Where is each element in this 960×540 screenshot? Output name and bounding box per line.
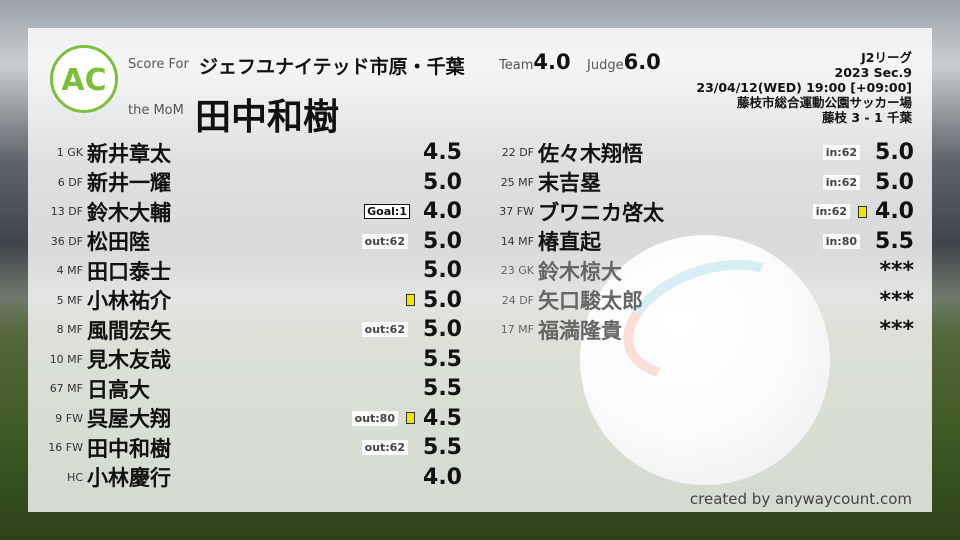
player-number-position: 13 DF (50, 205, 83, 218)
match-info: J2リーグ 2023 Sec.9 23/04/12(WED) 19:00 [+09:… (696, 50, 912, 125)
player-row: 9 FW 呉屋大翔 out:80 4.5 (28, 404, 462, 433)
player-row: HC 小林慶行 4.0 (28, 463, 462, 492)
player-score: 5.0 (423, 287, 462, 313)
player-score: 5.5 (423, 376, 462, 401)
player-row: 67 MF 日高大 5.5 (28, 374, 462, 403)
player-row: 24 DF 矢口駿太郎 *** (492, 286, 914, 315)
player-row: 13 DF 鈴木大輔 Goal:1 4.0 (28, 197, 462, 226)
player-score: 4.5 (423, 140, 462, 165)
sub-tag: out:62 (361, 440, 408, 455)
player-row: 25 MF 末吉塁 in:62 5.0 (492, 168, 914, 197)
player-row: 22 DF 佐々木翔悟 in:62 5.0 (492, 138, 914, 167)
player-score: 4.0 (875, 199, 914, 224)
mom-name: 田中和樹 (195, 97, 340, 138)
player-row: 10 MF 見木友哉 5.5 (28, 345, 462, 374)
goal-badge: Goal:1 (364, 204, 410, 219)
team-score: Team4.0 (499, 50, 571, 74)
anywaycount-logo: AC (50, 45, 118, 113)
player-name: 呉屋大翔 (87, 407, 171, 431)
player-number-position: 24 DF (501, 293, 534, 307)
judge-score: Judge6.0 (587, 50, 661, 74)
player-row: 36 DF 松田陸 out:62 5.0 (28, 227, 462, 256)
yellow-card-icon (406, 412, 415, 424)
score-for-label: Score For (128, 57, 189, 72)
player-score: 5.0 (423, 228, 462, 254)
player-score: 5.0 (423, 258, 462, 283)
player-row: 4 MF 田口泰士 5.0 (28, 256, 462, 285)
player-score: 5.5 (423, 346, 462, 372)
player-name: ブワニカ啓太 (538, 200, 664, 225)
yellow-card-icon (858, 205, 867, 218)
player-name: 矢口駿太郎 (538, 289, 643, 313)
sub-tag: in:62 (812, 204, 850, 219)
player-name: 椿直起 (538, 230, 601, 254)
player-name: 小林祐介 (87, 289, 171, 313)
player-number-position: 67 MF (49, 382, 83, 395)
rating-panel (28, 28, 932, 512)
sub-tag: in:62 (822, 145, 860, 160)
player-name: 風間宏矢 (87, 318, 171, 343)
player-row: 17 MF 福満隆貴 *** (492, 315, 914, 344)
team-name: ジェフユナイテッド市原・千葉 (199, 56, 465, 78)
sub-tag: in:80 (822, 233, 860, 249)
yellow-card-icon (406, 294, 415, 306)
sub-tag: out:62 (361, 233, 408, 249)
player-number-position: 8 MF (56, 323, 83, 336)
player-row: 8 MF 風間宏矢 out:62 5.0 (28, 315, 462, 344)
player-row: 6 DF 新井一耀 5.0 (28, 168, 462, 197)
player-number-position: 16 FW (48, 441, 83, 454)
player-name: 新井章太 (87, 141, 171, 166)
player-row: 14 MF 椿直起 in:80 5.5 (492, 227, 914, 256)
player-score: *** (879, 287, 914, 313)
player-row: 23 GK 鈴木椋大 *** (492, 256, 914, 285)
player-row: 37 FW ブワニカ啓太 in:62 4.0 (492, 197, 914, 226)
player-score: 4.0 (423, 464, 462, 490)
player-number-position: 10 MF (49, 352, 83, 366)
player-number-position: 25 MF (500, 175, 534, 189)
player-number-position: 9 FW (55, 411, 83, 425)
player-name: 福満隆貴 (538, 318, 622, 343)
player-name: 小林慶行 (87, 466, 171, 490)
player-number-position: 1 GK (56, 146, 83, 159)
player-number-position: 37 FW (499, 205, 534, 218)
credit: created by anywaycount.com (689, 490, 912, 508)
player-name: 佐々木翔悟 (538, 141, 643, 166)
player-name: 見木友哉 (87, 348, 171, 372)
player-name: 鈴木大輔 (87, 200, 171, 225)
player-row: 1 GK 新井章太 4.5 (28, 138, 462, 167)
player-number-position: 6 DF (57, 175, 83, 189)
sub-tag: in:62 (822, 174, 860, 190)
player-score: 5.0 (875, 169, 914, 195)
player-number-position: 5 MF (56, 293, 83, 307)
player-name: 末吉塁 (538, 171, 601, 195)
player-score: 4.5 (423, 405, 462, 431)
player-score: 5.0 (423, 169, 462, 195)
player-score: 5.5 (875, 228, 914, 254)
player-score: 5.0 (423, 317, 462, 342)
player-number-position: 22 DF (501, 146, 534, 159)
player-score: 5.5 (423, 435, 462, 460)
sub-tag: out:62 (361, 322, 408, 337)
player-number-position: 36 DF (50, 234, 83, 248)
player-score: *** (879, 317, 914, 342)
player-number-position: 14 MF (500, 234, 534, 248)
player-name: 日高大 (87, 377, 150, 402)
player-number-position: 17 MF (500, 323, 534, 336)
sub-tag: out:80 (351, 410, 398, 426)
player-name: 田口泰士 (87, 259, 171, 284)
player-name: 鈴木椋大 (538, 259, 622, 284)
player-row: 5 MF 小林祐介 5.0 (28, 286, 462, 315)
player-number-position: 23 GK (500, 264, 534, 277)
player-number-position: HC (67, 470, 83, 484)
player-score: 4.0 (423, 199, 462, 224)
player-name: 新井一耀 (87, 171, 171, 195)
player-number-position: 4 MF (56, 264, 83, 277)
mom-label: the MoM (128, 103, 184, 118)
player-row: 16 FW 田中和樹 out:62 5.5 (28, 433, 462, 462)
player-score: 5.0 (875, 140, 914, 165)
player-score: *** (879, 258, 914, 283)
player-name: 田中和樹 (87, 436, 171, 461)
player-name: 松田陸 (87, 230, 150, 254)
